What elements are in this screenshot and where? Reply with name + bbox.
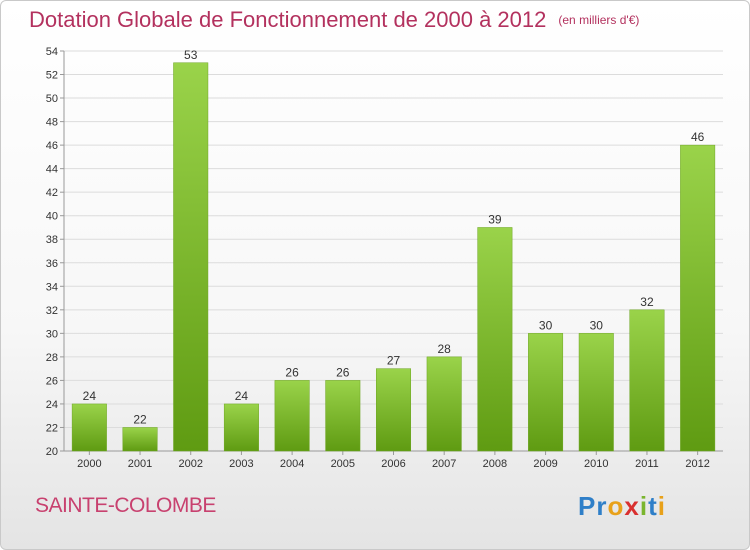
- bar: [223, 403, 259, 452]
- y-tick-label: 42: [46, 187, 58, 199]
- bar: [325, 380, 361, 452]
- bar: [578, 333, 614, 452]
- chart-title: Dotation Globale de Fonctionnement de 20…: [29, 7, 640, 32]
- bars: [71, 62, 716, 452]
- y-tick-label: 52: [46, 70, 58, 82]
- bar: [173, 62, 209, 452]
- data-label: 22: [133, 412, 147, 426]
- logo-letter: r: [596, 491, 608, 521]
- bar: [629, 309, 665, 452]
- logo-letter: i: [639, 491, 649, 521]
- chart-subtitle: (en milliers d'€): [558, 13, 640, 27]
- y-tick-label: 34: [46, 281, 58, 293]
- y-tick-label: 36: [46, 258, 58, 270]
- data-label: 53: [184, 48, 198, 62]
- x-tick-label: 2008: [483, 458, 507, 470]
- y-tick-label: 32: [46, 305, 58, 317]
- labels: 20 22 24 26 28 30 32 34 36 38 40 42 44 46 48 50 52 54 24 20…: [46, 46, 710, 470]
- bar: [680, 144, 716, 452]
- x-tick-label: 2010: [584, 458, 608, 470]
- y-tick-label: 30: [46, 328, 58, 340]
- y-tick-label: 46: [46, 140, 58, 152]
- data-label: 30: [539, 318, 553, 332]
- y-tick-label: 24: [46, 399, 58, 411]
- bar: [122, 427, 158, 452]
- logo-letter: i: [657, 491, 666, 521]
- y-tick-label: 44: [46, 164, 58, 176]
- x-tick-label: 2002: [178, 458, 202, 470]
- y-tick-label: 26: [46, 375, 58, 387]
- data-label: 24: [83, 389, 97, 403]
- y-tick-label: 38: [46, 234, 58, 246]
- x-tick-label: 2006: [381, 458, 405, 470]
- bar: [426, 356, 462, 452]
- y-tick-label: 20: [46, 446, 58, 458]
- proxiti-logo: Proxiti: [578, 491, 666, 522]
- bar: [528, 333, 564, 452]
- x-tick-label: 2003: [229, 458, 253, 470]
- logo-letter: t: [648, 491, 658, 521]
- data-label: 39: [488, 212, 502, 226]
- bar: [71, 403, 107, 452]
- bar: [274, 380, 310, 452]
- y-tick-label: 50: [46, 93, 58, 105]
- data-label: 30: [590, 318, 604, 332]
- x-tick-label: 2011: [635, 458, 659, 470]
- place-name: SAINTE-COLOMBE: [35, 494, 216, 517]
- data-label: 26: [336, 365, 350, 379]
- x-tick-label: 2012: [685, 458, 709, 470]
- bar: [376, 368, 411, 452]
- y-tick-label: 28: [46, 352, 58, 364]
- data-label: 28: [438, 342, 452, 356]
- data-label: 26: [285, 365, 299, 379]
- y-tick-label: 22: [46, 422, 58, 434]
- x-tick-label: 2001: [128, 458, 152, 470]
- x-tick-label: 2004: [280, 458, 304, 470]
- y-tick-label: 54: [46, 46, 58, 58]
- data-label: 46: [691, 130, 705, 144]
- logo-letter: P: [578, 491, 597, 521]
- data-label: 32: [640, 295, 654, 309]
- x-tick-label: 2007: [432, 458, 456, 470]
- x-tick-label: 2000: [77, 458, 101, 470]
- logo-letter: x: [624, 491, 640, 521]
- bar: [477, 227, 513, 452]
- x-tick-label: 2009: [533, 458, 557, 470]
- data-label: 27: [387, 354, 401, 368]
- logo-letter: o: [607, 491, 625, 521]
- x-tick-label: 2005: [331, 458, 355, 470]
- data-label: 24: [235, 389, 249, 403]
- y-tick-label: 48: [46, 117, 58, 129]
- y-tick-label: 40: [46, 211, 58, 223]
